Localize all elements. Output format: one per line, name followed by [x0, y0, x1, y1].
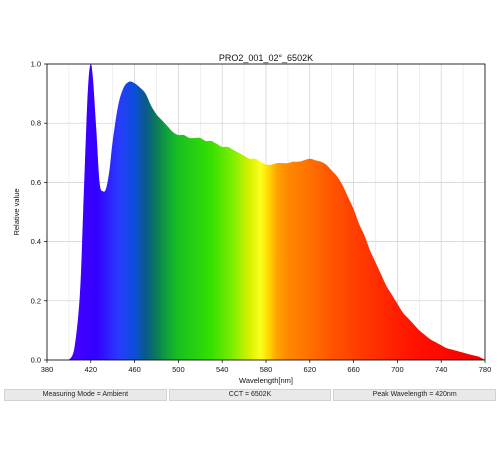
x-tick-label: 380: [41, 365, 54, 374]
y-tick-label: 1.0: [31, 60, 41, 69]
y-tick-label: 0.0: [31, 356, 41, 365]
x-tick-label: 540: [216, 365, 229, 374]
x-tick-label: 460: [128, 365, 141, 374]
y-axis-ticks: 0.0 0.2 0.4 0.6 0.8 1.0: [31, 60, 47, 365]
x-tick-label: 660: [347, 365, 360, 374]
y-axis-label: Relative value: [12, 188, 21, 235]
y-tick-label: 0.6: [31, 178, 41, 187]
x-tick-label: 780: [479, 365, 492, 374]
cct-label: CCT = 6502K: [168, 389, 332, 401]
x-axis-ticks: 380 420 460 500 540 580 620 660 700 740 780: [41, 360, 492, 374]
x-tick-label: 420: [85, 365, 98, 374]
x-tick-label: 580: [260, 365, 273, 374]
y-tick-label: 0.8: [31, 119, 41, 128]
x-tick-label: 700: [391, 365, 404, 374]
x-tick-label: 500: [172, 365, 185, 374]
x-tick-label: 620: [304, 365, 317, 374]
measuring-mode-label: Measuring Mode = Ambient: [4, 389, 167, 401]
x-tick-label: 740: [435, 365, 448, 374]
spectrum-area: [68, 64, 485, 360]
y-tick-label: 0.2: [31, 296, 41, 305]
chart-title: PRO2_001_02°_6502K: [219, 53, 313, 63]
peak-wavelength-label: Peak Wavelength = 420nm: [333, 389, 497, 401]
x-axis-label: Wavelength[nm]: [239, 376, 293, 385]
info-bar: Measuring Mode = Ambient CCT = 6502K Pea…: [4, 389, 497, 401]
y-tick-label: 0.4: [31, 237, 41, 246]
